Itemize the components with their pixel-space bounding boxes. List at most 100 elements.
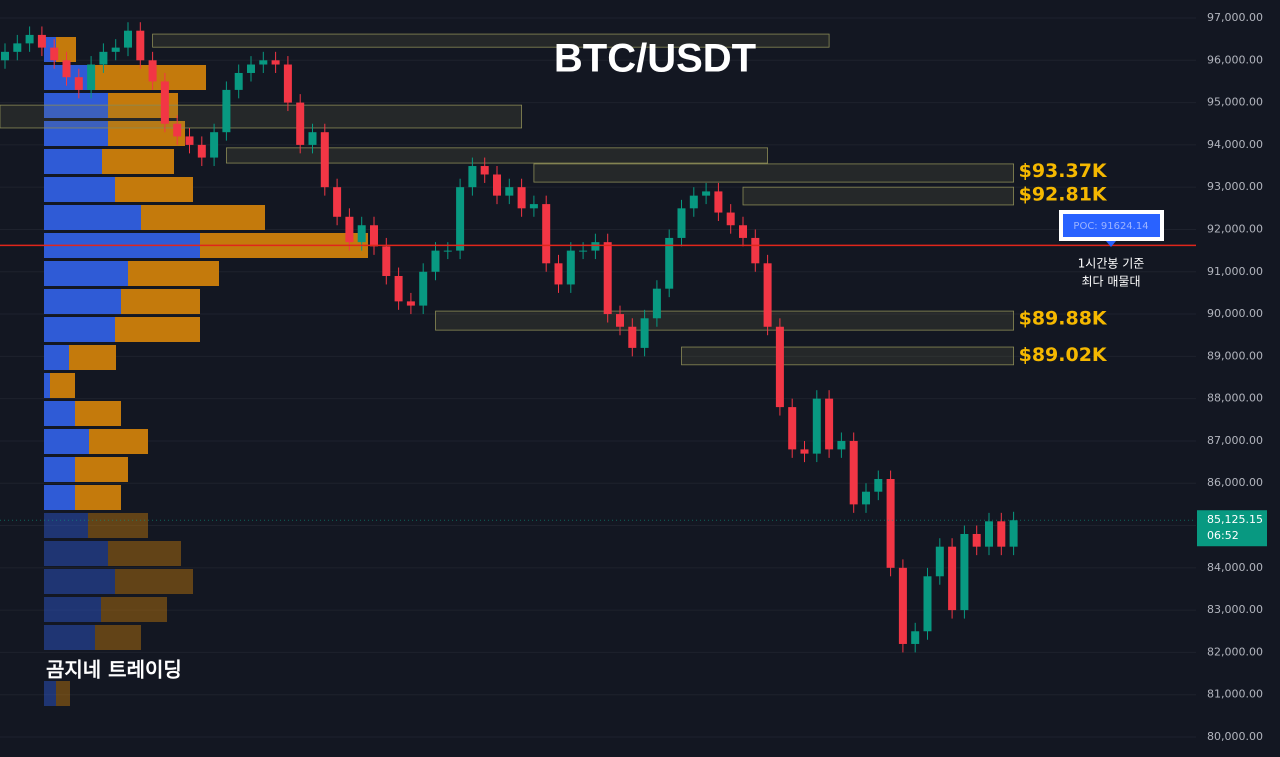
- profile-buy: [44, 625, 95, 650]
- candle-body: [259, 60, 268, 65]
- candle-body: [591, 242, 600, 251]
- candle-body: [554, 263, 563, 285]
- y-tick-label: 97,000.00: [1207, 11, 1263, 24]
- y-tick-label: 87,000.00: [1207, 434, 1263, 447]
- candle-body: [862, 491, 870, 505]
- profile-buy: [44, 261, 128, 286]
- zone: [225, 147, 769, 164]
- y-tick-label: 82,000.00: [1207, 645, 1263, 658]
- candle-body: [136, 30, 145, 61]
- candle-body: [111, 47, 120, 52]
- profile-buy: [44, 485, 75, 510]
- candle-body: [1, 51, 9, 61]
- profile-buy: [44, 289, 121, 314]
- y-tick-label: 80,000.00: [1207, 730, 1263, 743]
- candle-body: [652, 288, 661, 319]
- profile-sell: [88, 513, 148, 538]
- candle-body: [923, 576, 932, 632]
- candle-body: [677, 208, 686, 238]
- profile-sell: [50, 373, 75, 398]
- poc-note: 최다 매물대: [1081, 275, 1140, 289]
- profile-buy: [44, 121, 108, 146]
- candle-body: [345, 216, 354, 243]
- y-tick-label: 83,000.00: [1207, 603, 1263, 616]
- poc-pointer: [1106, 241, 1116, 247]
- candle-body: [763, 263, 772, 327]
- y-tick-label: 84,000.00: [1207, 561, 1263, 574]
- candle-body: [62, 60, 71, 78]
- candle-body: [357, 225, 366, 243]
- candle-body: [320, 132, 329, 188]
- candle-body: [542, 204, 551, 264]
- zone: [533, 163, 1015, 183]
- poc-box-inner: [1063, 214, 1160, 237]
- candle-body: [739, 225, 747, 238]
- y-tick-label: 81,000.00: [1207, 688, 1263, 701]
- candle-body: [812, 398, 821, 454]
- profile-sell: [101, 597, 167, 622]
- candle-body: [726, 212, 735, 226]
- last-price-box: [1197, 510, 1267, 547]
- profile-sell: [69, 345, 116, 370]
- candle-body: [960, 533, 969, 611]
- candle-body: [480, 166, 489, 175]
- poc-label: POC: 91624.14: [1073, 221, 1148, 232]
- candle-body: [210, 132, 219, 158]
- candle-body: [431, 250, 440, 272]
- profile-buy: [44, 569, 115, 594]
- candle-body: [124, 30, 132, 48]
- zone-label: $93.37K: [1019, 160, 1108, 182]
- profile-sell: [128, 261, 219, 286]
- candle-body: [222, 89, 231, 133]
- profile-buy: [44, 205, 141, 230]
- candle-body: [185, 136, 194, 145]
- candle-body: [603, 242, 612, 315]
- y-tick-label: 92,000.00: [1207, 222, 1263, 235]
- profile-buy: [44, 345, 69, 370]
- profile-sell: [121, 289, 200, 314]
- profile-buy: [44, 597, 101, 622]
- profile-sell: [141, 205, 265, 230]
- zone: [742, 186, 1015, 206]
- candle-body: [406, 301, 415, 306]
- candle-body: [37, 34, 46, 48]
- candle-body: [911, 631, 920, 644]
- countdown: 06:52: [1207, 529, 1239, 542]
- y-tick-label: 95,000.00: [1207, 96, 1263, 109]
- candle-body: [788, 407, 797, 450]
- candle-body: [493, 174, 501, 196]
- candle-body: [419, 271, 428, 306]
- candle-body: [74, 77, 83, 90]
- candle-body: [99, 51, 108, 65]
- candle-body: [468, 166, 477, 188]
- candle-body: [665, 237, 674, 289]
- profile-buy: [44, 317, 115, 342]
- candle-body: [443, 250, 452, 252]
- zone: [435, 310, 1014, 331]
- profile-buy: [44, 373, 50, 398]
- candle-body: [935, 546, 944, 577]
- profile-buy: [44, 513, 88, 538]
- candle-body: [948, 546, 957, 611]
- profile-sell: [75, 401, 121, 426]
- candle-body: [702, 191, 711, 196]
- candle-body: [382, 246, 391, 276]
- profile-sell: [75, 457, 128, 482]
- candle-body: [837, 440, 846, 450]
- profile-sell: [108, 121, 185, 146]
- profile-sell: [115, 177, 193, 202]
- zone-label: $89.02K: [1019, 344, 1108, 366]
- profile-buy: [44, 541, 108, 566]
- candle-body: [566, 250, 575, 285]
- candle-body: [394, 275, 403, 302]
- candle-body: [296, 102, 305, 145]
- chart-title: BTC/USDT: [554, 37, 756, 81]
- candle-body: [628, 326, 637, 348]
- candle-body: [505, 187, 514, 196]
- candle-body: [825, 398, 834, 450]
- candle-body: [370, 225, 378, 247]
- profile-buy: [44, 457, 75, 482]
- candle-body: [849, 440, 858, 505]
